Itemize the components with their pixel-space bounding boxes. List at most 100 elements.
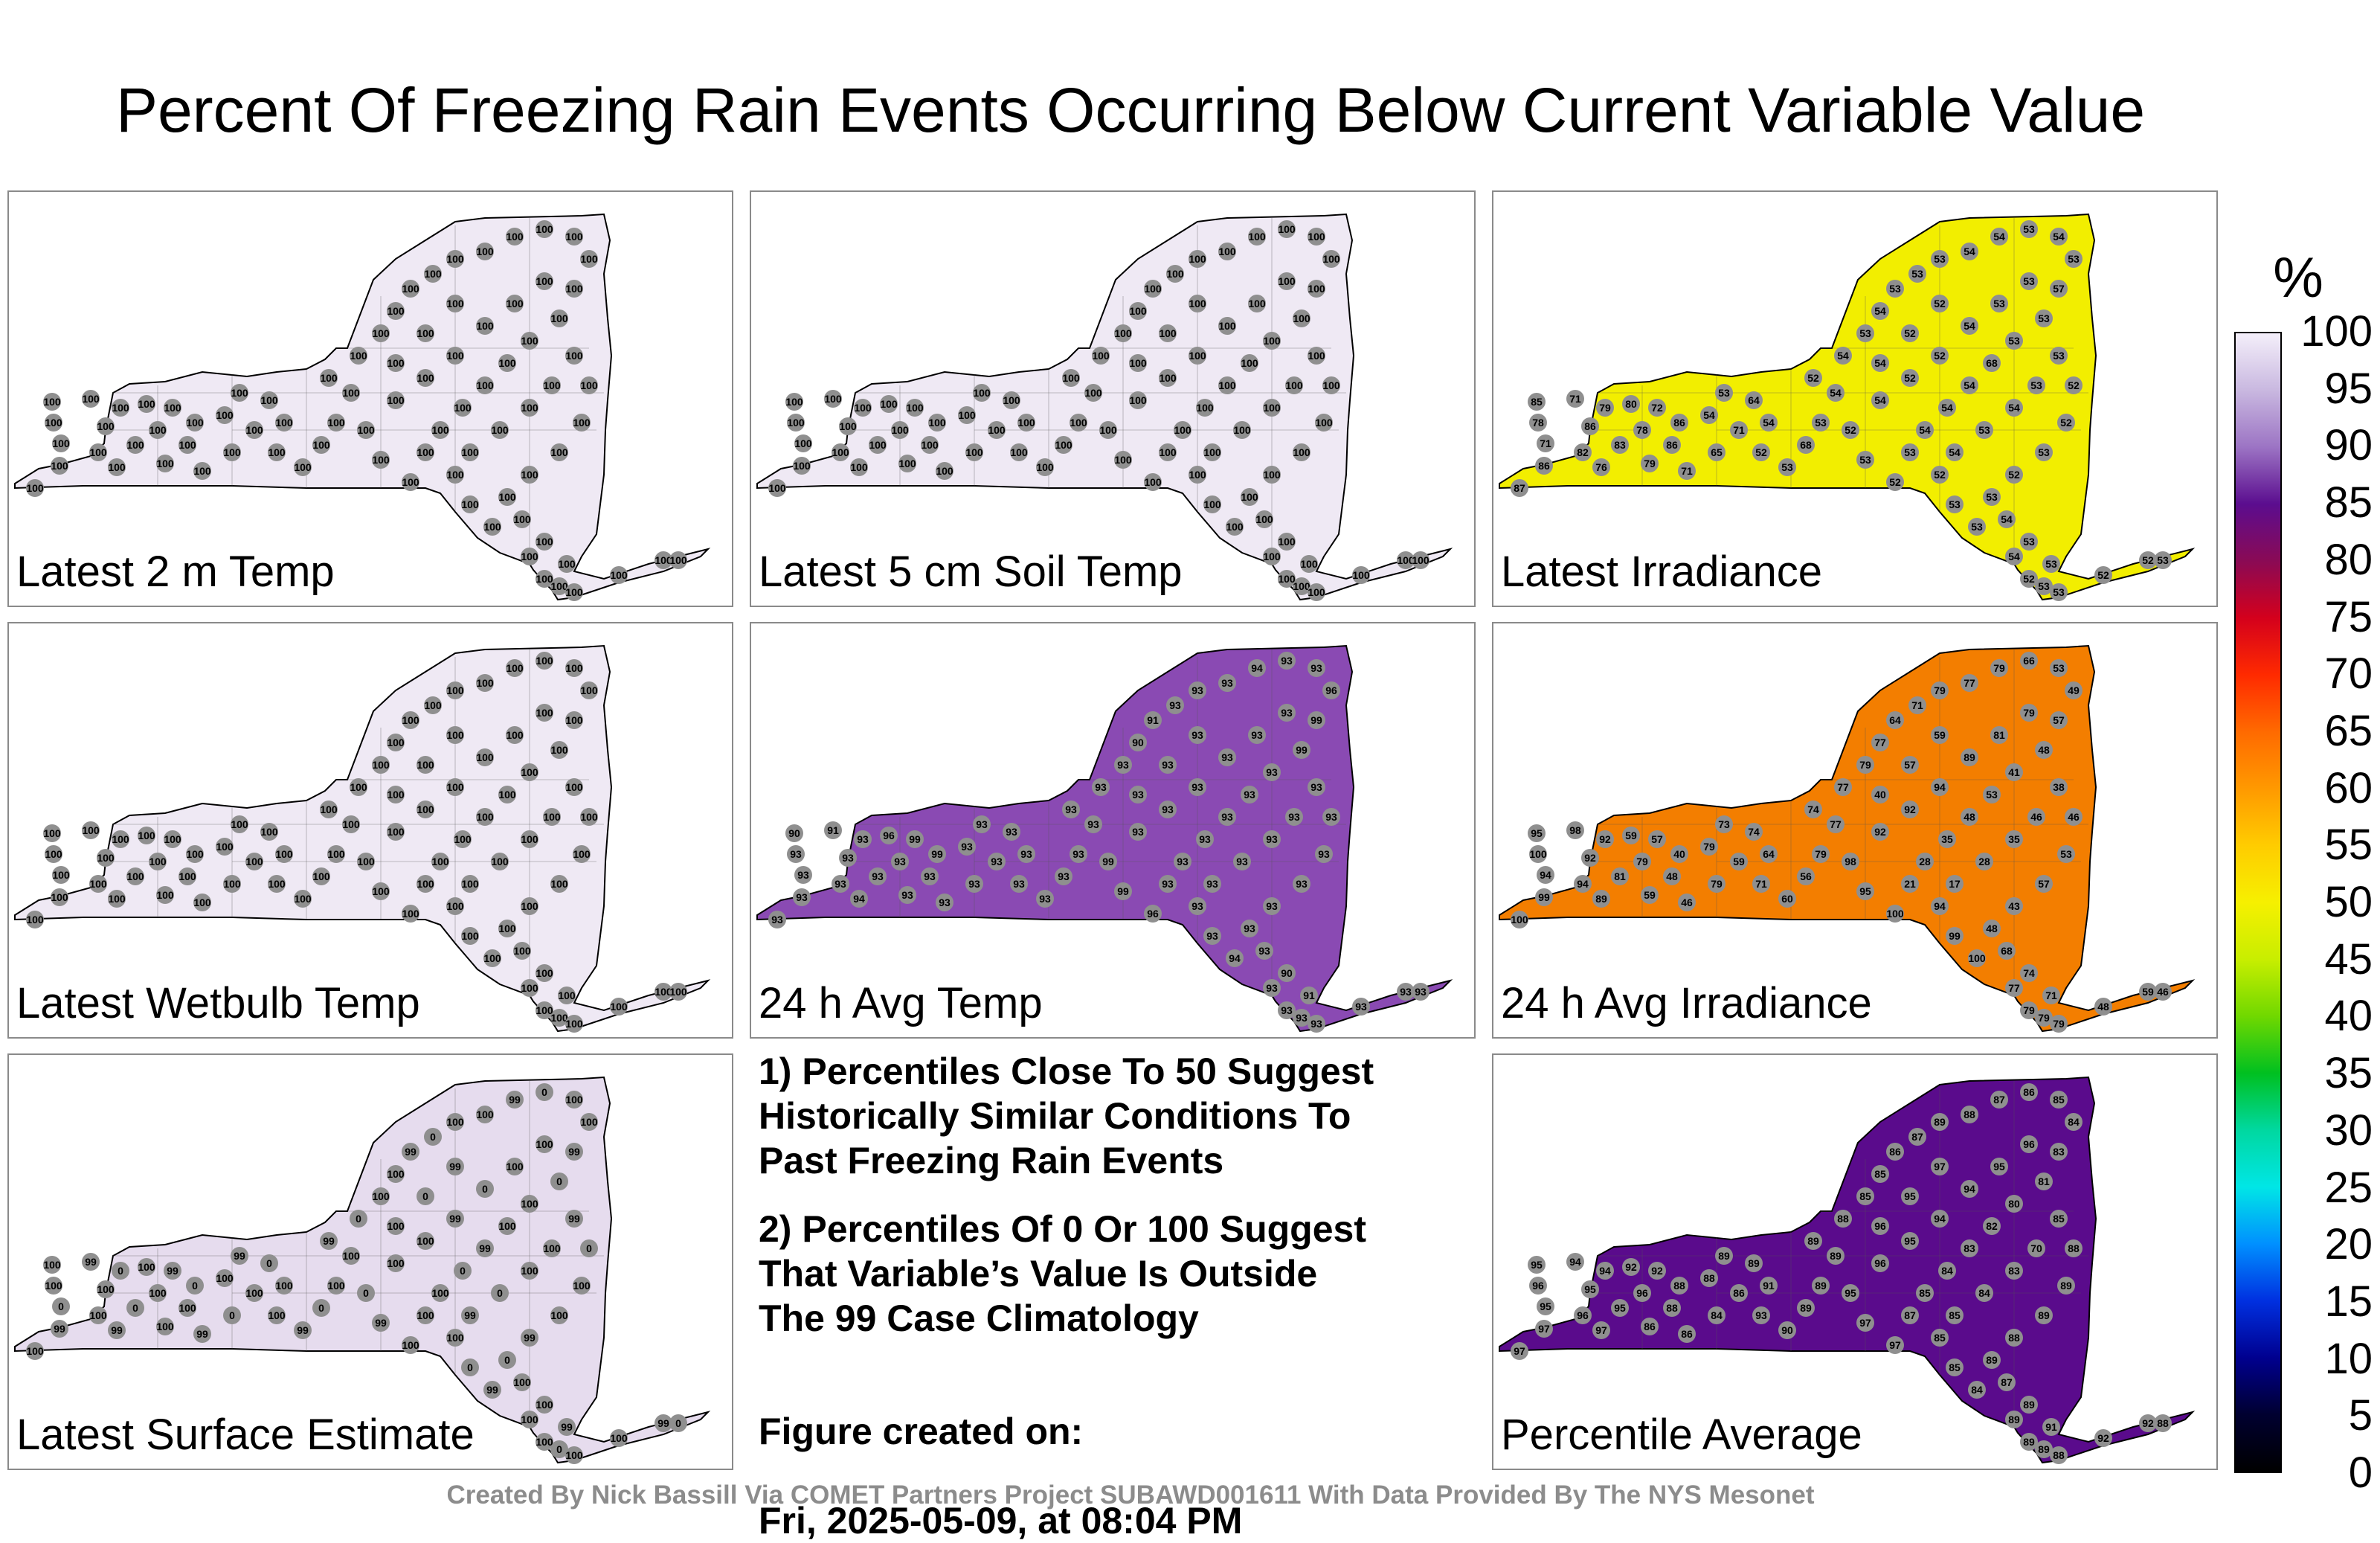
station-value: 59 [1733,856,1745,867]
station-value: 93 [1281,655,1293,667]
station-value: 95 [1993,1161,2005,1173]
station-marker [26,911,44,928]
station-marker [1293,875,1310,893]
station-value: 100 [513,1376,531,1388]
station-marker [565,583,583,601]
station-marker [785,393,803,411]
station-marker [2050,1446,2068,1464]
station-marker [1886,280,1904,298]
station-value: 100 [498,789,516,801]
station-marker [2020,1135,2038,1153]
station-value: 71 [1755,878,1767,890]
station-value: 21 [1904,878,1916,890]
panel-label: Latest Irradiance [1501,548,1823,596]
station-value: 100 [1189,350,1206,362]
station-value: 53 [2008,335,2020,347]
station-marker [2050,280,2068,298]
station-marker [1961,1239,1978,1257]
station-marker [1916,1284,1934,1302]
station-value: 93 [1296,1012,1308,1024]
station-value: 100 [550,744,568,756]
station-marker [268,875,286,893]
station-value: 99 [85,1256,97,1268]
station-value: 100 [461,498,479,510]
station-marker [2065,1113,2082,1131]
station-marker [785,824,803,842]
station-marker [2027,808,2045,826]
station-value: 100 [461,878,479,890]
station-value: 52 [1807,372,1819,384]
station-value: 100 [1263,402,1281,414]
station-marker [558,1418,576,1436]
station-value: 100 [138,398,155,410]
station-marker [906,830,924,848]
station-value: 97 [1934,1161,1946,1173]
station-marker [898,886,916,904]
station-value: 82 [1986,1220,1998,1232]
station-marker [536,1001,553,1019]
station-marker [513,942,531,960]
station-value: 100 [1017,417,1035,429]
station-marker [1871,1165,1889,1183]
station-value: 54 [1919,424,1931,436]
station-value: 0 [504,1354,510,1366]
station-marker [1203,443,1221,461]
state-shape [756,213,1453,601]
station-marker [536,1135,553,1153]
station-marker [1263,979,1281,997]
station-marker [1263,548,1281,565]
station-value: 89 [2023,1436,2035,1448]
station-value: 100 [416,759,434,771]
station-value: 83 [2008,1265,2020,1277]
station-value: 92 [1874,826,1886,838]
station-marker [2042,987,2060,1004]
station-value: 100 [186,417,204,429]
station-marker [89,1306,107,1324]
station-value: 93 [1400,986,1412,998]
station-marker [2065,681,2082,699]
station-value: 100 [424,268,442,280]
station-value: 54 [1874,357,1886,369]
station-marker [1233,853,1251,870]
station-marker [2020,570,2038,588]
station-marker [1241,488,1258,506]
station-marker [787,845,805,863]
station-value: 100 [965,446,983,458]
station-value: 100 [580,379,598,391]
station-marker [245,1284,263,1302]
station-value: 100 [387,826,405,838]
station-value: 100 [275,417,293,429]
station-marker [1129,786,1147,803]
station-value: 96 [1577,1309,1589,1321]
station-marker [2050,1210,2068,1228]
station-marker [2042,555,2060,573]
station-marker [1834,1210,1852,1228]
station-marker [483,518,501,536]
station-value: 93 [1162,878,1174,890]
station-value: 100 [513,513,531,525]
station-value: 100 [1070,417,1087,429]
station-marker [1745,1254,1763,1272]
station-value: 0 [118,1265,123,1277]
colorbar-tick-label: 35 [2324,1049,2373,1098]
station-value: 92 [2097,1432,2109,1444]
station-marker [320,1232,338,1250]
station-marker [558,987,576,1004]
station-marker [898,455,916,472]
station-marker [1931,1329,1949,1347]
station-value: 99 [931,848,943,860]
station-marker [1189,466,1206,484]
station-marker [2035,1306,2053,1324]
panel-label: Latest Wetbulb Temp [16,979,420,1027]
station-value: 100 [832,446,849,458]
station-value: 83 [1614,439,1626,451]
station-marker [1036,890,1054,908]
station-marker [97,417,115,435]
station-marker [357,421,375,439]
station-marker [2094,1429,2112,1447]
station-value: 100 [402,908,419,920]
station-value: 100 [387,1257,405,1269]
station-marker [26,479,44,497]
station-marker [1961,376,1978,394]
station-value: 94 [1229,952,1241,964]
